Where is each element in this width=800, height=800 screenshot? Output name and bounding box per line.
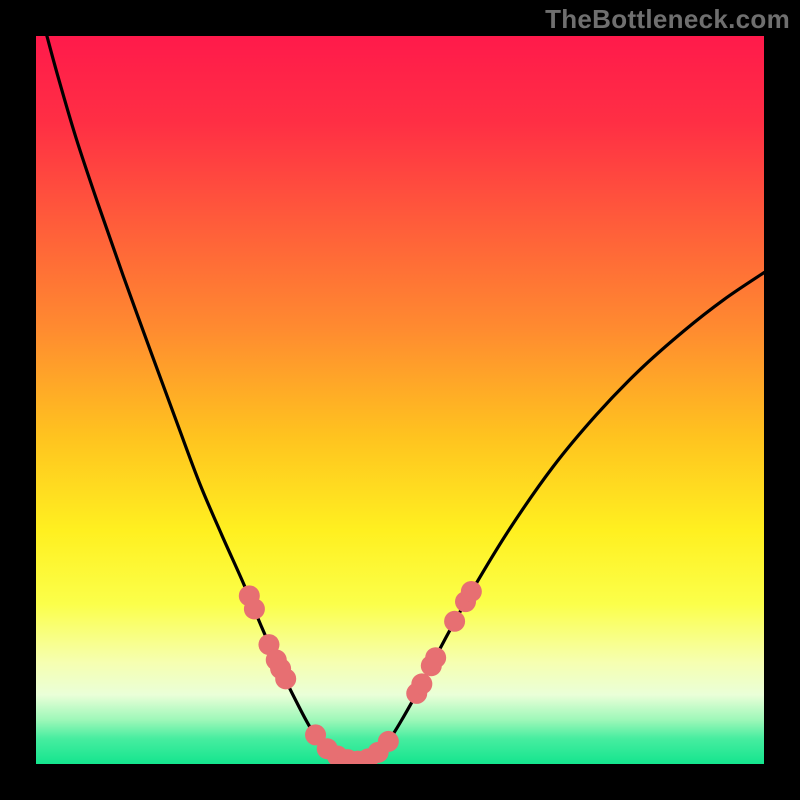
data-marker (275, 668, 296, 689)
data-marker (461, 581, 482, 602)
data-marker (378, 731, 399, 752)
data-marker (425, 647, 446, 668)
data-marker (244, 598, 265, 619)
chart-background (36, 36, 764, 764)
bottleneck-chart (36, 36, 764, 764)
data-marker (444, 611, 465, 632)
data-marker (411, 673, 432, 694)
watermark-text: TheBottleneck.com (545, 4, 790, 35)
